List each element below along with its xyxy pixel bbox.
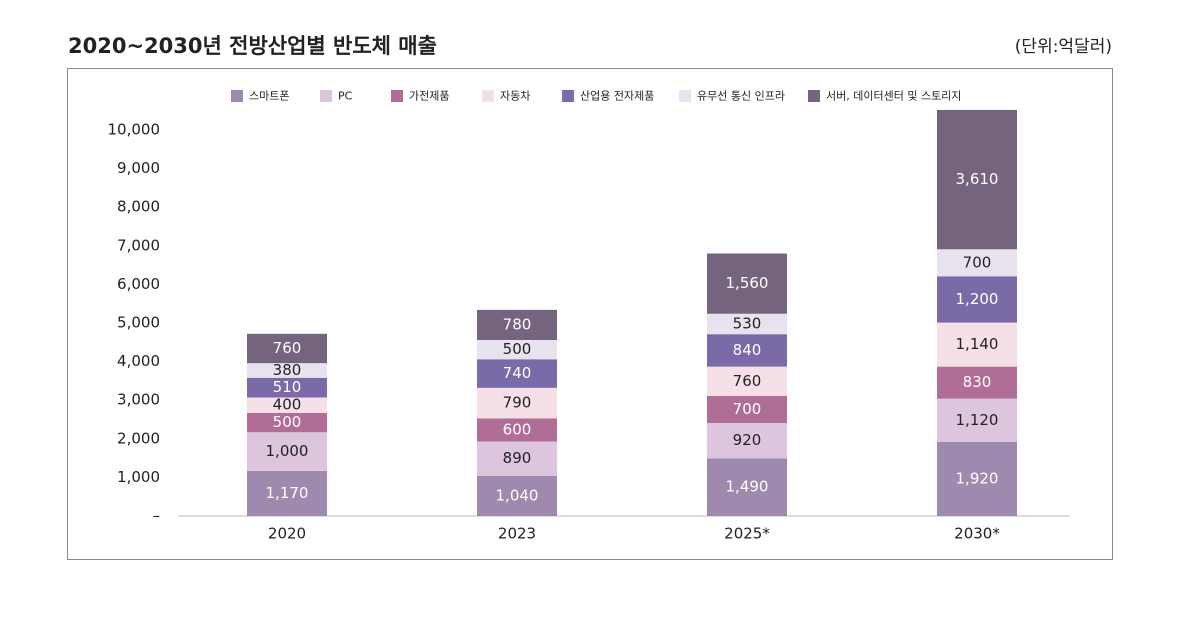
bar-segment [707,334,787,367]
y-tick-label: 6,000 [117,275,160,293]
bar-segment [707,253,787,314]
legend-label: 산업용 전자제품 [580,90,654,103]
bar-segment [247,363,327,378]
legend-label: 스마트폰 [249,90,289,103]
legend-swatch [231,90,243,102]
data-label: 790 [503,394,532,412]
legend-swatch [808,90,820,102]
bar-segment [247,397,327,413]
data-label: 1,490 [726,478,769,496]
data-label: 1,920 [956,469,999,487]
bar-segment [247,412,327,433]
data-label: 1,170 [266,484,309,502]
data-label: 1,140 [956,335,999,353]
bar-segment [247,470,327,516]
legend-label: PC [338,90,353,103]
legend-label: 유무선 통신 인프라 [697,90,785,103]
bar-segment [937,276,1017,323]
data-label: 700 [963,253,992,271]
data-label: 700 [733,400,762,418]
bar-segment [937,398,1017,442]
bar-segment [247,432,327,471]
x-tick-label: 2020 [268,525,306,543]
legend-swatch [679,90,691,102]
data-label: 840 [733,341,762,359]
bar-segment [707,458,787,516]
data-label: 890 [503,449,532,467]
y-tick-label: 2,000 [117,429,160,447]
bar-segment [707,422,787,459]
bar-segment [247,377,327,398]
bar-segment [937,249,1017,277]
bar-segment [477,309,557,340]
legend-label: 서버, 데이터센터 및 스토리지 [826,90,961,103]
bar-segment [707,395,787,423]
data-label: 510 [273,378,302,396]
legend-label: 자동차 [500,90,530,103]
data-label: 760 [273,339,302,357]
y-tick-label: 1,000 [117,468,160,486]
bar-segment [707,366,787,396]
legend-swatch [482,90,494,102]
y-tick-label: – [153,507,161,525]
x-tick-label: 2023 [498,525,536,543]
data-label: 600 [503,420,532,438]
y-tick-label: 3,000 [117,391,160,409]
data-label: 400 [273,396,302,414]
bar-segment [477,387,557,419]
bar-segment [477,339,557,360]
x-tick-label: 2030* [954,525,1000,543]
bar-segment [477,441,557,476]
bar-segment [707,313,787,335]
data-label: 1,040 [496,486,539,504]
bar-segment [477,418,557,442]
legend-swatch [562,90,574,102]
bar-segment [937,322,1017,367]
bar-segment [477,475,557,516]
legend-swatch [320,90,332,102]
chart-title: 2020~2030년 전방산업별 반도체 매출 [68,34,437,58]
y-tick-label: 9,000 [117,159,160,177]
data-label: 780 [503,315,532,333]
x-tick-label: 2025* [724,525,770,543]
bar-segment [937,109,1017,250]
y-tick-label: 10,000 [108,121,161,139]
y-tick-label: 8,000 [117,198,160,216]
data-label: 920 [733,431,762,449]
data-label: 760 [733,372,762,390]
frame [67,68,1113,560]
data-label: 500 [273,413,302,431]
legend-swatch [391,90,403,102]
bar-segment [477,359,557,388]
data-label: 380 [273,361,302,379]
data-label: 1,120 [956,411,999,429]
data-label: 530 [733,314,762,332]
data-label: 740 [503,364,532,382]
data-label: 3,610 [956,170,999,188]
unit-label: (단위:억달러) [1015,37,1112,57]
y-tick-label: 7,000 [117,236,160,254]
bar-segment [937,366,1017,399]
data-label: 1,000 [266,442,309,460]
y-tick-label: 5,000 [117,314,160,332]
data-label: 500 [503,340,532,358]
data-label: 1,560 [726,274,769,292]
y-tick-label: 4,000 [117,352,160,370]
data-label: 1,200 [956,290,999,308]
bar-segment [247,333,327,364]
bar-segment [937,441,1017,516]
legend-label: 가전제품 [409,90,449,103]
data-label: 830 [963,373,992,391]
